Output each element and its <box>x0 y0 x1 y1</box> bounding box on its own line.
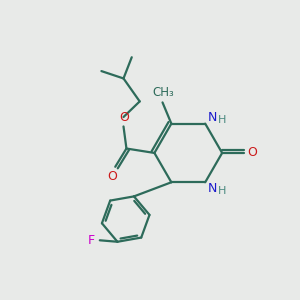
Text: N: N <box>208 111 217 124</box>
Text: O: O <box>107 170 117 183</box>
Text: H: H <box>218 115 226 125</box>
Text: O: O <box>248 146 257 159</box>
Text: N: N <box>208 182 217 195</box>
Text: O: O <box>119 110 129 124</box>
Text: H: H <box>218 186 226 196</box>
Text: F: F <box>88 234 95 247</box>
Text: CH₃: CH₃ <box>152 86 174 100</box>
